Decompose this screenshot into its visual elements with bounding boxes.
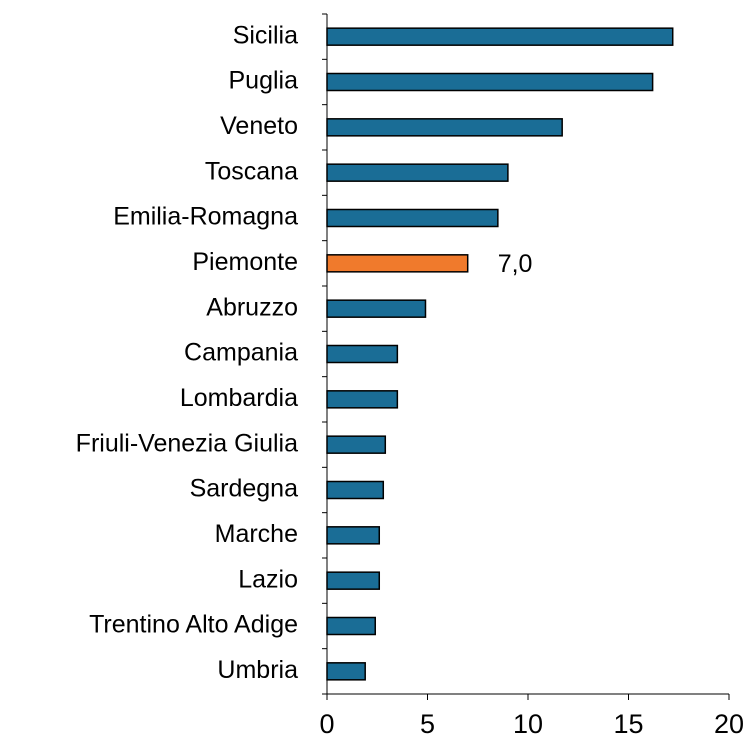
- bar: [326, 526, 381, 545]
- y-tick-label: Umbria: [217, 656, 298, 684]
- y-tick-label: Lombardia: [180, 384, 298, 412]
- y-tick-label: Veneto: [220, 112, 298, 140]
- x-tick-label: 0: [319, 709, 334, 739]
- y-tick-label: Friuli-Venezia Giulia: [76, 429, 298, 457]
- y-tick-label: Campania: [184, 339, 298, 367]
- y-tick-label: Sicilia: [233, 21, 298, 49]
- bar: [326, 299, 427, 318]
- bar: [326, 662, 366, 681]
- bar: [326, 163, 509, 182]
- y-tick-label: Lazio: [238, 565, 298, 593]
- x-tick-label: 15: [613, 709, 643, 739]
- x-tick-label: 20: [714, 709, 744, 739]
- bar: [326, 27, 674, 46]
- y-tick-label: Trentino Alto Adige: [89, 611, 298, 639]
- bar: [326, 571, 381, 590]
- bar: [326, 390, 399, 409]
- x-tick-label: 10: [513, 709, 543, 739]
- y-tick-label: Puglia: [229, 67, 299, 95]
- bar: [326, 72, 654, 92]
- y-tick-label: Marche: [215, 520, 298, 548]
- bar: [326, 480, 385, 500]
- y-tick-label: Toscana: [205, 157, 298, 185]
- bar: [326, 118, 563, 137]
- bar: [326, 254, 469, 273]
- y-tick-label: Emilia-Romagna: [113, 203, 298, 231]
- y-tick-label: Piemonte: [192, 248, 298, 276]
- value-label: 7,0: [498, 250, 533, 278]
- bar: [326, 344, 399, 364]
- y-tick-label: Sardegna: [190, 475, 299, 503]
- bar: [326, 208, 499, 228]
- bar: [326, 435, 387, 454]
- x-tick-label: 5: [420, 709, 435, 739]
- bar: [326, 616, 376, 636]
- y-tick-label: Abruzzo: [206, 293, 298, 321]
